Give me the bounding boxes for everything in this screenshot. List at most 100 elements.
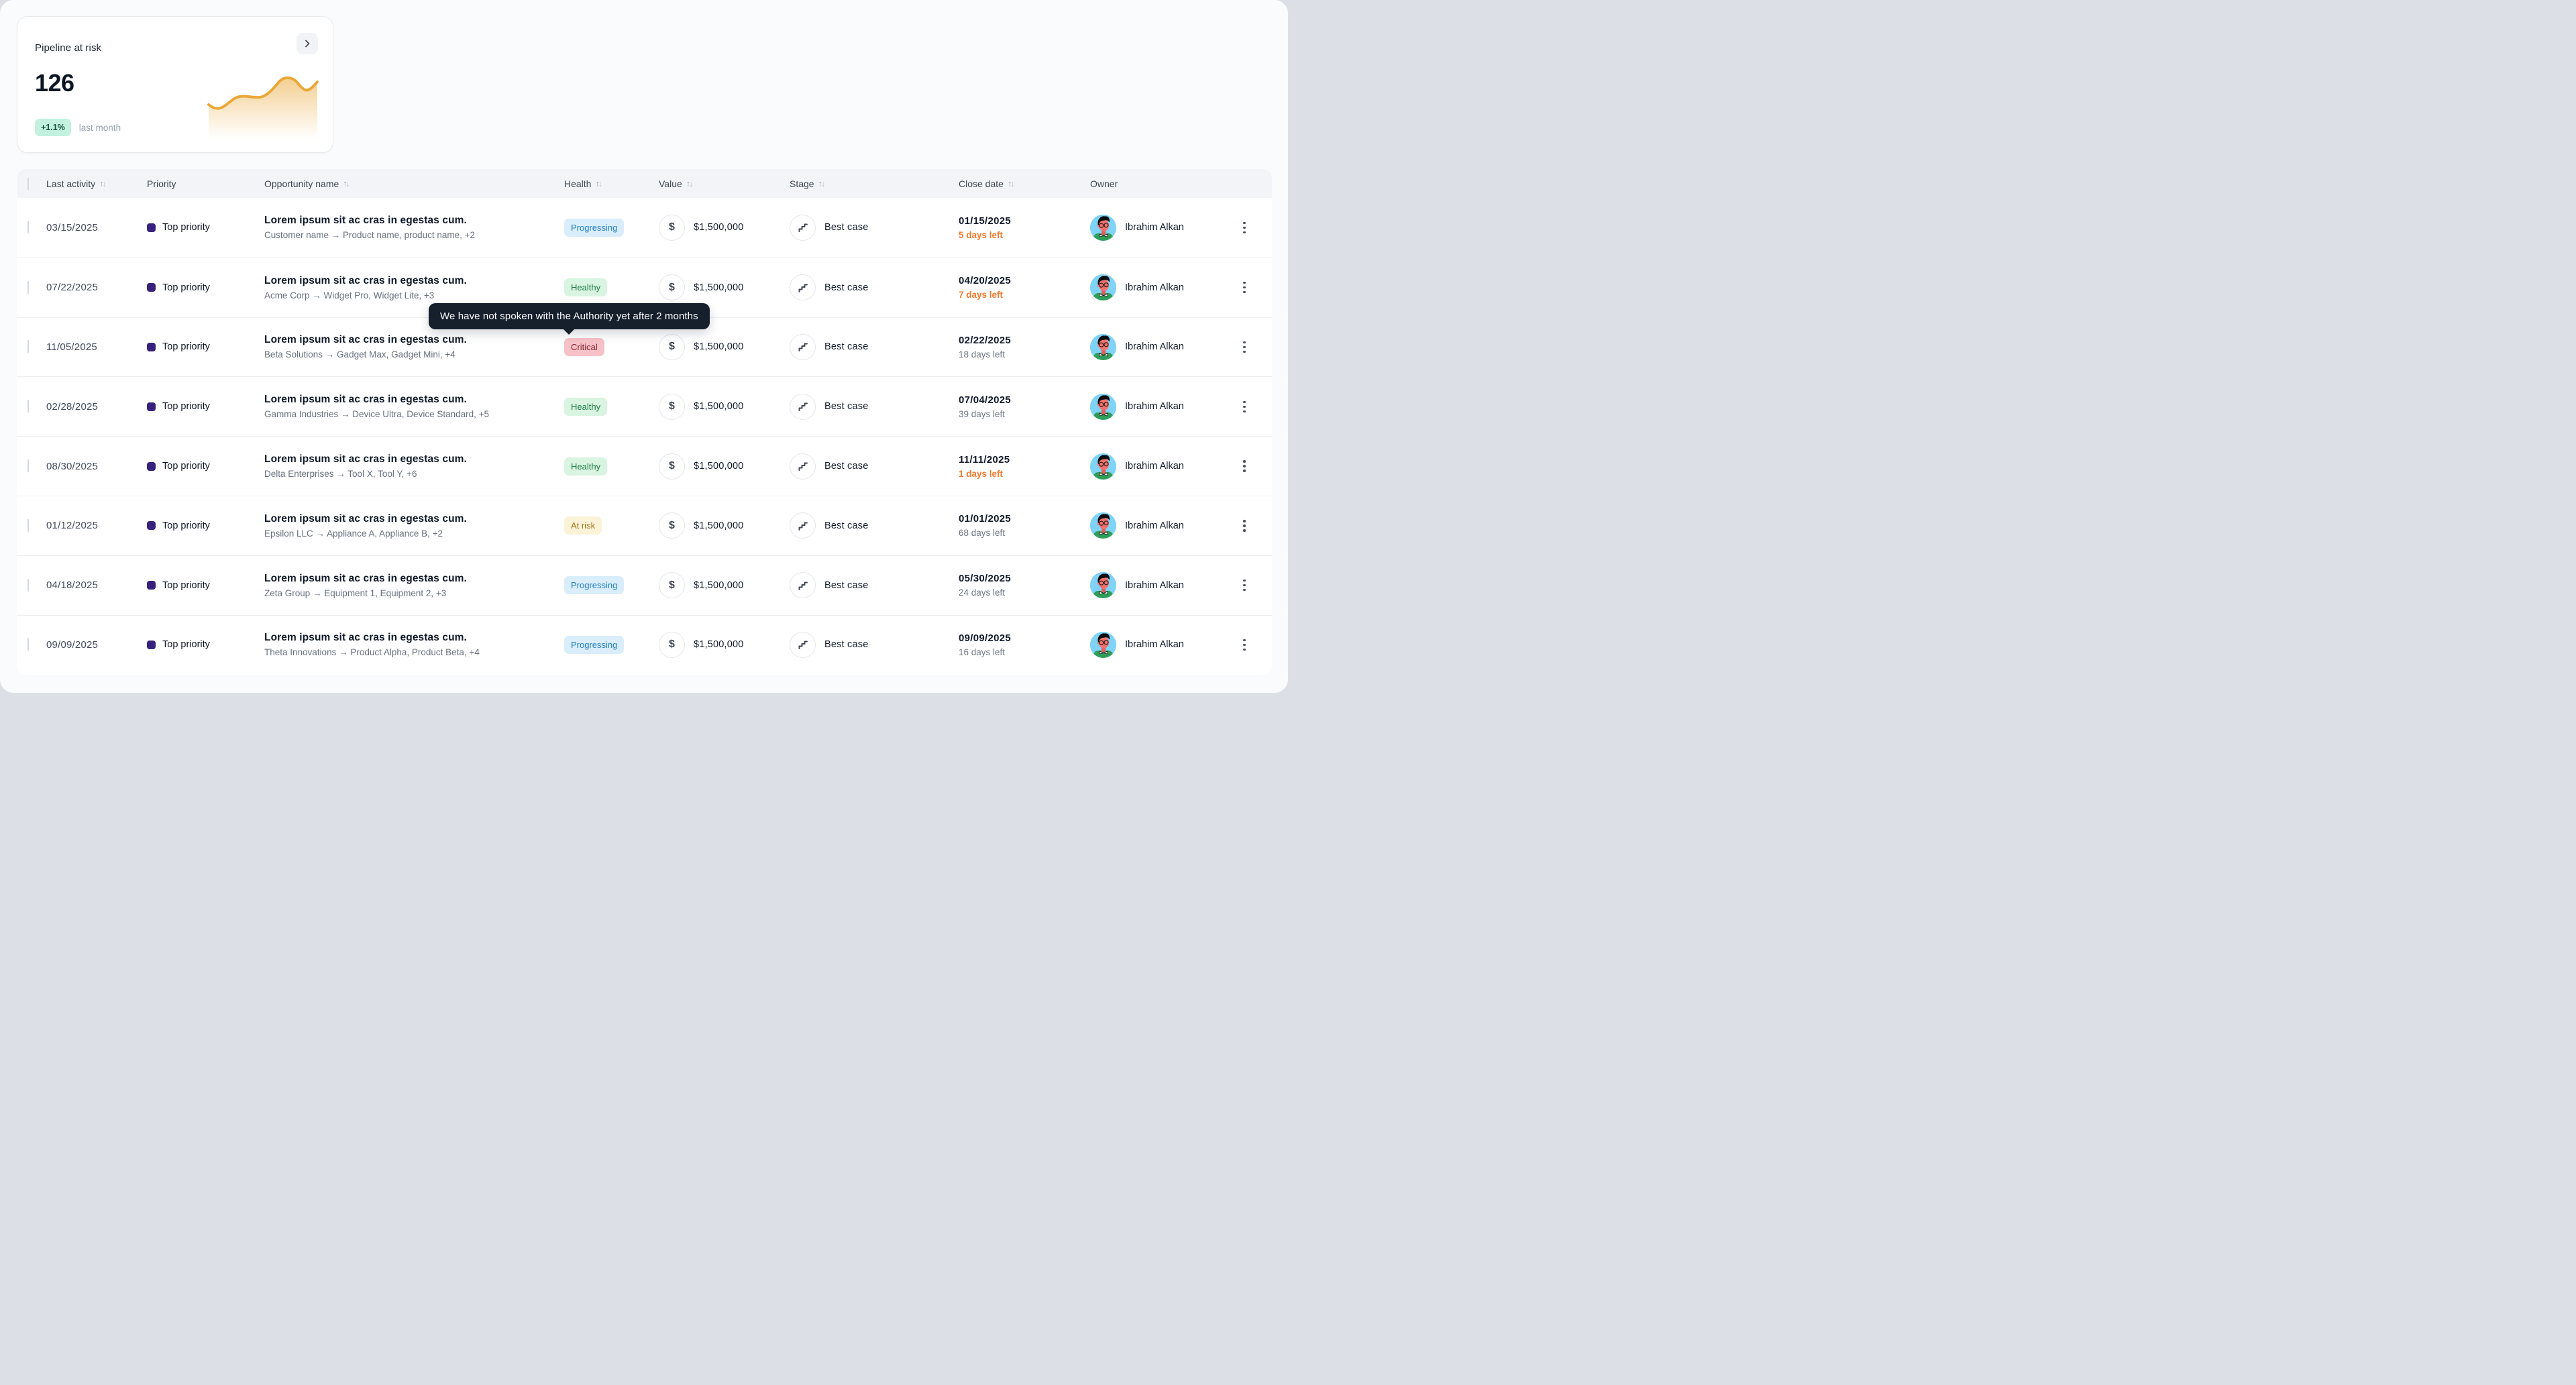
owner-cell: Ibrahim Alkan xyxy=(1090,214,1234,241)
opportunity-cell: Lorem ipsum sit ac cras in egestas cum. … xyxy=(264,573,564,598)
value-cell: $ $1,500,000 xyxy=(659,274,790,301)
column-header-stage[interactable]: Stage ↑↓ xyxy=(790,178,825,189)
table-row[interactable]: 09/09/2025 Top priority Lorem ipsum sit … xyxy=(17,614,1272,675)
priority-cell: Top priority xyxy=(147,639,264,650)
stage-label: Best case xyxy=(824,579,869,591)
opportunity-title: Lorem ipsum sit ac cras in egestas cum. xyxy=(264,572,467,584)
stage-stairs-icon xyxy=(790,631,816,658)
value-cell: $ $1,500,000 xyxy=(659,631,790,658)
row-checkbox[interactable] xyxy=(28,518,29,532)
owner-cell: Ibrahim Alkan xyxy=(1090,333,1234,360)
table-row[interactable]: 04/18/2025 Top priority Lorem ipsum sit … xyxy=(17,555,1272,615)
row-menu-button[interactable] xyxy=(1234,516,1254,536)
select-all-checkbox[interactable] xyxy=(28,177,29,190)
owner-name: Ibrahim Alkan xyxy=(1125,579,1184,591)
owner-avatar xyxy=(1090,393,1116,420)
opportunity-title: Lorem ipsum sit ac cras in egestas cum. xyxy=(264,453,467,465)
table-row[interactable]: 02/28/2025 Top priority Lorem ipsum sit … xyxy=(17,376,1272,437)
owner-name: Ibrahim Alkan xyxy=(1125,282,1184,293)
delta-badge: +1.1% xyxy=(35,119,71,136)
card-open-button[interactable] xyxy=(297,33,318,54)
pipeline-at-risk-card[interactable]: Pipeline at risk 126 +1.1% last month xyxy=(17,16,333,153)
last-activity-date: 09/09/2025 xyxy=(46,639,99,651)
dollar-icon: $ xyxy=(659,214,685,241)
close-date: 02/22/2025 xyxy=(959,334,1012,346)
owner-name: Ibrahim Alkan xyxy=(1125,222,1184,233)
days-left: 24 days left xyxy=(959,588,1006,598)
priority-cell: Top priority xyxy=(147,401,264,412)
row-checkbox[interactable] xyxy=(28,340,29,353)
owner-cell: Ibrahim Alkan xyxy=(1090,393,1234,420)
card-metric-value: 126 xyxy=(35,69,74,97)
value-amount: $1,500,000 xyxy=(694,282,744,293)
stage-label: Best case xyxy=(824,401,869,412)
column-header-priority: Priority xyxy=(147,178,176,189)
stage-cell: Best case xyxy=(790,512,959,539)
stage-label: Best case xyxy=(824,639,869,651)
value-amount: $1,500,000 xyxy=(694,520,744,531)
priority-label: Top priority xyxy=(162,520,210,531)
row-menu-button[interactable] xyxy=(1234,337,1254,357)
row-checkbox[interactable] xyxy=(28,638,29,651)
dollar-icon: $ xyxy=(659,274,685,301)
table-row[interactable]: 03/15/2025 Top priority Lorem ipsum sit … xyxy=(17,198,1272,258)
owner-name: Ibrahim Alkan xyxy=(1125,401,1184,412)
stage-cell: Best case xyxy=(790,333,959,360)
last-activity-date: 08/30/2025 xyxy=(46,460,99,472)
row-menu-button[interactable] xyxy=(1234,634,1254,655)
column-header-value[interactable]: Value ↑↓ xyxy=(659,178,693,189)
row-checkbox[interactable] xyxy=(28,280,29,294)
value-cell: $ $1,500,000 xyxy=(659,453,790,480)
stage-stairs-icon xyxy=(790,393,816,420)
priority-label: Top priority xyxy=(162,341,210,353)
opportunity-cell: Lorem ipsum sit ac cras in egestas cum. … xyxy=(264,394,564,419)
stage-cell: Best case xyxy=(790,214,959,241)
priority-label: Top priority xyxy=(162,401,210,412)
dollar-icon: $ xyxy=(659,333,685,360)
owner-avatar xyxy=(1090,453,1116,480)
row-menu-button[interactable] xyxy=(1234,575,1254,596)
priority-cell: Top priority xyxy=(147,222,264,233)
stage-stairs-icon xyxy=(790,333,816,360)
priority-cell: Top priority xyxy=(147,520,264,531)
opportunity-cell: Lorem ipsum sit ac cras in egestas cum. … xyxy=(264,453,564,479)
sort-icon: ↑↓ xyxy=(99,178,107,188)
row-checkbox[interactable] xyxy=(28,578,29,592)
value-cell: $ $1,500,000 xyxy=(659,214,790,241)
stage-label: Best case xyxy=(824,222,869,233)
priority-label: Top priority xyxy=(162,461,210,472)
opportunity-subtitle: Zeta Group → Equipment 1, Equipment 2, +… xyxy=(264,588,447,598)
owner-name: Ibrahim Alkan xyxy=(1125,520,1184,531)
health-badge: Healthy xyxy=(564,397,608,416)
column-header-opportunity[interactable]: Opportunity name ↑↓ xyxy=(264,178,350,189)
owner-avatar xyxy=(1090,333,1116,360)
owner-cell: Ibrahim Alkan xyxy=(1090,453,1234,480)
column-header-close-date[interactable]: Close date ↑↓ xyxy=(959,178,1015,189)
value-amount: $1,500,000 xyxy=(694,222,744,233)
close-date-cell: 02/22/2025 18 days left xyxy=(959,335,1090,359)
column-header-last-activity[interactable]: Last activity ↑↓ xyxy=(46,178,107,189)
priority-color-icon xyxy=(147,283,156,292)
table-row[interactable]: 08/30/2025 Top priority Lorem ipsum sit … xyxy=(17,436,1272,496)
value-cell: $ $1,500,000 xyxy=(659,333,790,360)
opportunity-title: Lorem ipsum sit ac cras in egestas cum. xyxy=(264,394,467,406)
priority-color-icon xyxy=(147,402,156,411)
table-row[interactable]: 01/12/2025 Top priority Lorem ipsum sit … xyxy=(17,495,1272,555)
row-menu-button[interactable] xyxy=(1234,396,1254,417)
health-badge: Progressing xyxy=(564,635,625,654)
row-checkbox[interactable] xyxy=(28,400,29,413)
stage-label: Best case xyxy=(824,520,869,531)
column-header-health[interactable]: Health ↑↓ xyxy=(564,178,602,189)
value-amount: $1,500,000 xyxy=(694,461,744,472)
owner-avatar xyxy=(1090,214,1116,241)
row-menu-button[interactable] xyxy=(1234,217,1254,237)
stage-label: Best case xyxy=(824,282,869,293)
stage-label: Best case xyxy=(824,461,869,472)
owner-cell: Ibrahim Alkan xyxy=(1090,512,1234,539)
stage-cell: Best case xyxy=(790,274,959,301)
row-menu-button[interactable] xyxy=(1234,456,1254,476)
row-checkbox[interactable] xyxy=(28,221,29,234)
row-checkbox[interactable] xyxy=(28,459,29,473)
owner-avatar xyxy=(1090,274,1116,301)
row-menu-button[interactable] xyxy=(1234,278,1254,298)
